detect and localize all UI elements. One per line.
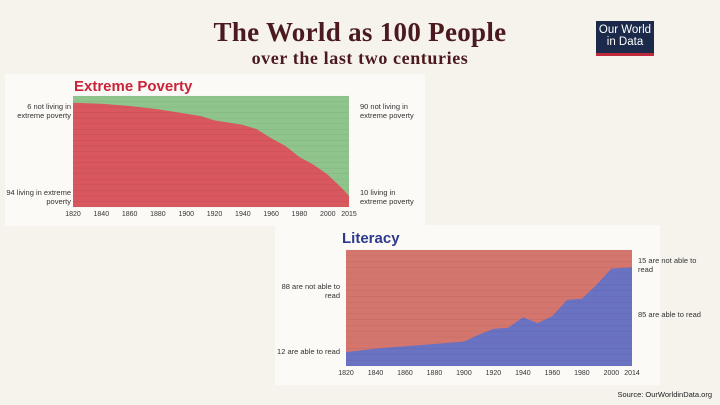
literacy-xtick-label: 1880 xyxy=(427,370,443,377)
literacy-xtick-label: 1900 xyxy=(456,370,472,377)
logo-line-1: Our World xyxy=(598,24,652,36)
poverty-xtick-label: 1860 xyxy=(122,211,138,218)
source-note: Source: OurWorldinData.org xyxy=(617,390,713,399)
page-subtitle: over the last two centuries xyxy=(251,48,469,68)
poverty-chart-title: Extreme Poverty xyxy=(74,78,193,95)
literacy-xtick-label: 1840 xyxy=(368,370,384,377)
literacy-xtick-label: 1940 xyxy=(515,370,531,377)
poverty-xtick-label: 2000 xyxy=(320,211,336,218)
owid-logo: Our World in Data xyxy=(596,21,654,56)
poverty-xtick-label: 1940 xyxy=(235,211,251,218)
poverty-xtick-label: 1920 xyxy=(207,211,223,218)
logo-line-2: in Data xyxy=(606,36,644,48)
poverty-xtick-label: 1820 xyxy=(65,211,81,218)
poverty-xtick-label: 1980 xyxy=(292,211,308,218)
literacy-xtick-label: 1980 xyxy=(574,370,590,377)
literacy-xtick-label: 1820 xyxy=(338,370,354,377)
poverty-xtick-label: 1900 xyxy=(178,211,194,218)
poverty-area-living-in-extreme-poverty xyxy=(73,102,349,207)
literacy-area-able-to-read xyxy=(346,267,632,366)
poverty-annotation-top-left: 6 not living in extreme poverty xyxy=(17,102,71,120)
literacy-annotation-bottom-right: 85 are able to read xyxy=(638,310,701,319)
literacy-xtick-label: 1920 xyxy=(486,370,502,377)
poverty-xtick-label: 1840 xyxy=(94,211,110,218)
poverty-xtick-label: 1960 xyxy=(263,211,279,218)
literacy-xtick-label: 1860 xyxy=(397,370,413,377)
literacy-annotation-bottom-left: 12 are able to read xyxy=(277,347,340,356)
poverty-annotation-bottom-right: 10 living in extreme poverty xyxy=(360,188,414,206)
literacy-annotation-top-left: 88 are not able to read xyxy=(281,282,340,300)
literacy-annotation-top-right: 15 are not able to read xyxy=(638,256,697,274)
poverty-annotation-bottom-left: 94 living in extreme poverty xyxy=(6,188,71,206)
page-title: The World as 100 People xyxy=(213,17,507,47)
literacy-chart-title: Literacy xyxy=(342,230,400,247)
poverty-xtick-label: 2015 xyxy=(341,211,357,218)
poverty-annotation-top-right: 90 not living in extreme poverty xyxy=(360,102,414,120)
literacy-xtick-label: 2000 xyxy=(604,370,620,377)
poverty-xtick-label: 1880 xyxy=(150,211,166,218)
literacy-xtick-label: 1960 xyxy=(545,370,561,377)
literacy-xtick-label: 2014 xyxy=(624,370,640,377)
